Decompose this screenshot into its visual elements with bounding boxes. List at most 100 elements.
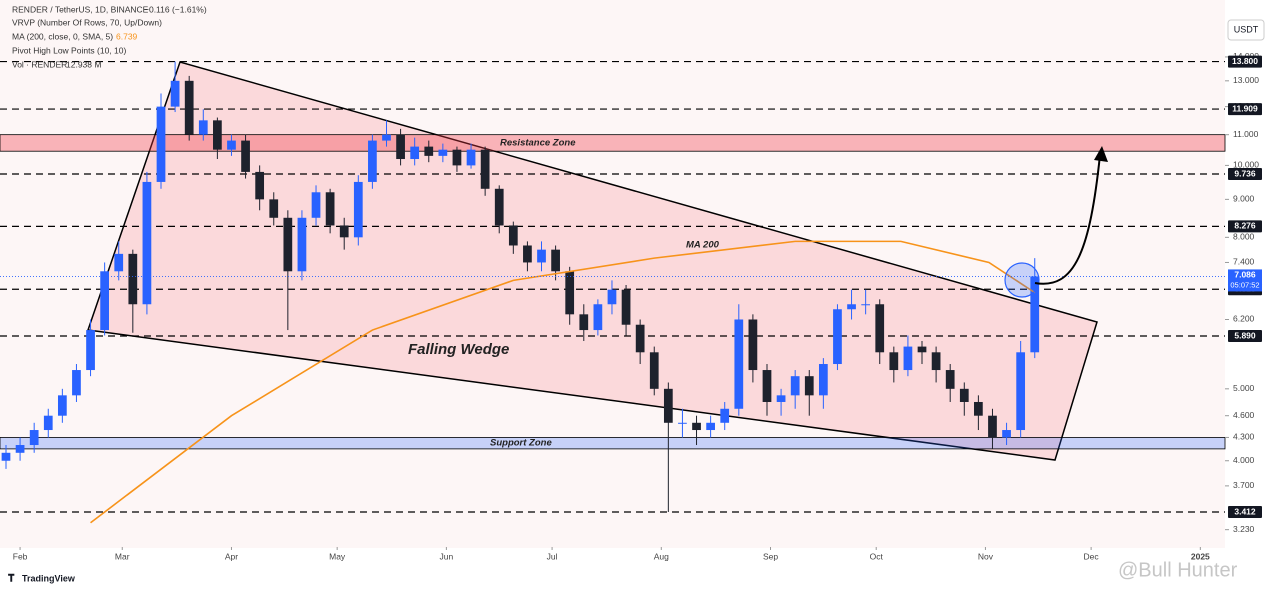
candle-body [15,445,25,453]
zone [0,134,1226,152]
candle-body [198,120,208,135]
currency[interactable]: USDT [1234,24,1259,34]
y-tick-label: 9.000 [1233,194,1255,204]
candle-body [184,80,194,135]
x-tick-label: Jun [440,551,454,561]
level-label: 11.909 [1232,103,1258,113]
y-tick-label: 13.000 [1233,75,1259,85]
highlight-circle [1004,262,1040,298]
x-tick-label: Sep [763,551,778,561]
candle-body [494,188,504,226]
candle-body [1030,276,1040,353]
watermark: @Bull Hunter [1118,559,1238,581]
candle-body [1002,430,1011,438]
candle-body [720,408,730,423]
candle-body [269,199,279,218]
candle-body [311,192,321,218]
level-box [1228,55,1262,68]
level-label: 5.890 [1234,330,1256,340]
candle-body [29,430,39,446]
y-tick-label: 4.300 [1233,432,1255,442]
candle-body [565,271,575,315]
candle-body [438,149,448,156]
candle-body [635,324,645,353]
x-tick-label: Nov [978,551,994,561]
candle-body [43,415,53,431]
candle-body [523,245,532,263]
candle-body [241,140,250,172]
candle-body [339,225,349,238]
countdown: 05:07:52 [1230,280,1259,289]
candle-body [790,376,800,396]
y-tick-label: 3.700 [1233,480,1255,490]
last-price-label: 7.086 [1234,270,1256,280]
candle-body [917,346,927,353]
currency-box[interactable] [1227,19,1265,41]
candle-body [1016,352,1026,431]
candle-body [156,106,166,182]
candle-body [649,352,659,389]
brand-logo: 𝐓 [8,573,15,585]
candle-body [988,415,997,438]
candle-body [678,422,687,424]
candle-body [593,304,603,331]
candle-body [255,171,265,200]
level-label: 3.412 [1234,506,1256,516]
level-box [1228,168,1262,181]
x-tick-label: Feb [13,551,28,561]
candle-body [86,330,95,371]
ma-label: MA 200 [686,240,720,251]
candle-body [537,249,546,263]
header-ma-value: 6.739 [116,31,138,41]
candle-body [607,289,617,305]
candle-body [847,304,856,310]
pattern-label: Falling Wedge [408,341,509,358]
candle-body [734,319,744,409]
candle-body [466,149,476,166]
y-tick-label: 6.200 [1233,314,1255,324]
zone [0,437,1226,450]
plot-bg [0,0,1225,548]
candle-body [213,120,222,150]
candle-body [776,395,786,402]
zone-label: Resistance Zone [500,137,576,148]
x-tick-label: Mar [115,551,130,561]
candle-body [974,401,983,416]
candle-body [706,422,715,431]
zone-label: Support Zone [490,438,552,449]
level-label: 13.800 [1232,56,1258,66]
level-label: 9.736 [1234,168,1256,178]
candle-body [861,304,871,306]
candle-body [297,217,307,272]
y-tick-label: 10.000 [1233,160,1259,170]
x-tick-label: 2025 [1191,551,1210,561]
header-vrvp: VRVP (Number Of Rows, 70, Up/Down) [12,17,162,27]
y-tick-label: 4.600 [1233,410,1255,420]
candle-body [833,309,842,365]
y-tick-label: 3.230 [1233,524,1255,534]
candle-body [551,249,560,272]
candle-body [283,217,293,272]
x-tick-label: Jul [547,551,558,561]
arrow-head [1094,146,1108,162]
candle-body [762,370,772,402]
candle-body [1,452,11,461]
candle-body [227,140,236,150]
header-vol-value: 12.938 M [66,59,101,69]
candle-body [114,253,124,272]
candle-body [57,395,67,416]
y-tick-label: 7.400 [1233,257,1255,267]
y-tick-label: 11.000 [1233,129,1259,139]
candle-body [818,364,828,396]
candle-body [410,146,420,160]
header-symbol: RENDER / TetherUS, 1D, BINANCE [12,4,149,14]
candle-body [128,253,138,305]
candle-body [748,319,758,371]
brand: TradingView [22,573,76,583]
x-tick-label: Dec [1084,551,1100,561]
candle-body [382,134,391,141]
level-box [1228,220,1262,233]
x-tick-label: May [329,551,346,561]
projection-arrow [1034,154,1101,285]
